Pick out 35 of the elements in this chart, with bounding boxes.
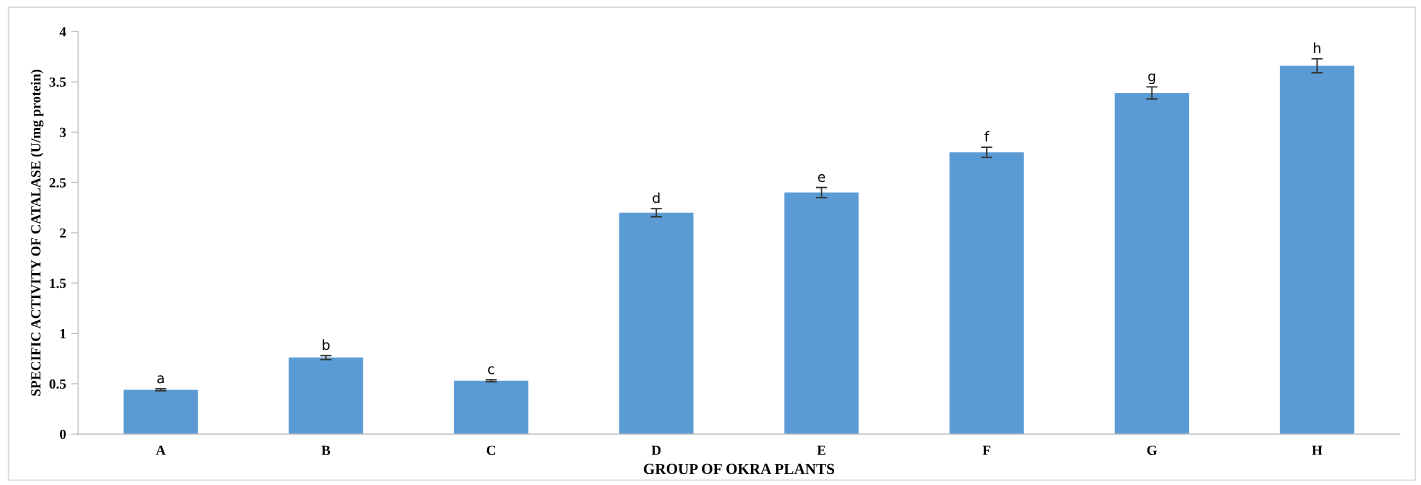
bar (288, 357, 364, 435)
bar (784, 192, 859, 435)
x-tick-label: A (155, 445, 166, 455)
bar (949, 152, 1024, 435)
y-tick-label: 2 (59, 228, 66, 238)
x-tick-label: B (321, 445, 331, 455)
bar (619, 212, 694, 435)
annotation: d (652, 192, 660, 204)
x-tick-label: C (486, 445, 496, 455)
bar (123, 389, 198, 435)
bar (1279, 65, 1355, 435)
x-tick-label: H (1311, 445, 1323, 455)
y-tick-label: 1 (60, 329, 66, 339)
x-tick-label: F (982, 445, 991, 455)
y-tick-label: 0 (59, 429, 66, 440)
y-tick-label: 1.5 (50, 278, 66, 289)
annotation: g (1148, 73, 1156, 85)
y-tick-label: 2.5 (49, 178, 66, 188)
annotation: h (1313, 42, 1321, 54)
annotation: c (488, 366, 495, 375)
x-tick-label: G (1147, 445, 1157, 455)
annotation: b (322, 339, 330, 351)
y-tick-label: 4 (59, 27, 67, 37)
bar (453, 380, 529, 435)
y-tick-label: 0.5 (49, 379, 66, 389)
x-tick-label: E (817, 445, 826, 455)
x-tick-label: D (651, 445, 661, 455)
annotation: a (157, 375, 164, 384)
annotation: e (818, 174, 826, 183)
x-axis-title: GROUP OF OKRA PLANTS (643, 463, 835, 475)
y-axis-title: SPECIFIC ACTIVITY OF CATALASE (U/mg protein) (30, 69, 44, 396)
bar (1114, 92, 1190, 435)
annotation: f (984, 131, 990, 142)
y-tick-label: 3 (59, 127, 66, 138)
y-tick-label: 3.5 (49, 77, 66, 87)
